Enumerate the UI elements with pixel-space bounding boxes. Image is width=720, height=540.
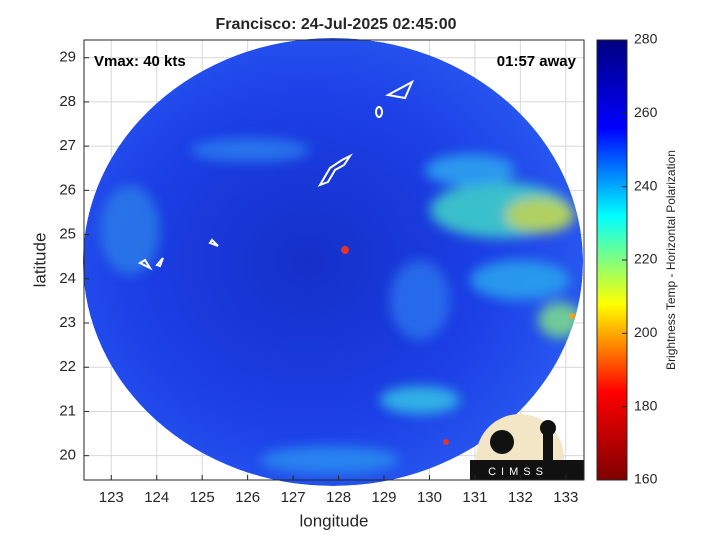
x-tick-label: 124 <box>144 489 169 506</box>
brightness-image <box>83 38 583 486</box>
y-tick-label: 25 <box>59 226 76 243</box>
x-tick-label: 127 <box>281 489 306 506</box>
chart-title: Francisco: 24-Jul-2025 02:45:00 <box>215 16 456 33</box>
y-tick-label: 20 <box>59 447 76 464</box>
logo: CIMSS <box>470 414 584 480</box>
x-tick-label: 133 <box>553 489 578 506</box>
colorbar-tick-label: 240 <box>634 177 658 193</box>
y-tick-label: 29 <box>59 49 76 66</box>
x-tick-label: 125 <box>190 489 215 506</box>
y-tick-label: 21 <box>59 402 76 419</box>
x-tick-label: 129 <box>371 489 396 506</box>
y-tick-label: 26 <box>59 181 76 198</box>
x-tick-label: 126 <box>235 489 260 506</box>
plot-frame <box>83 39 585 481</box>
colorbar-tick-label: 180 <box>634 397 658 413</box>
colorbar-tick-label: 200 <box>634 324 658 340</box>
colorbar-label: Brightness Temp - Horizontal Polarizatio… <box>664 150 678 370</box>
x-tick-label: 130 <box>417 489 442 506</box>
y-tick-label: 23 <box>59 314 76 331</box>
y-tick-label: 24 <box>59 270 76 287</box>
colorbar-tick-label: 280 <box>634 31 658 47</box>
colorbar-tick-label: 160 <box>634 471 658 487</box>
x-tick-label: 131 <box>462 489 487 506</box>
y-tick-label: 28 <box>59 93 76 110</box>
x-axis-label: longitude <box>299 511 368 530</box>
colorbar-tick-label: 260 <box>634 104 658 120</box>
logo-text: CIMSS <box>488 466 548 478</box>
colorbar-tick-label: 220 <box>634 251 658 267</box>
y-tick-label: 27 <box>59 137 76 154</box>
annotation: 01:57 away <box>497 53 577 70</box>
x-tick-label: 123 <box>99 489 124 506</box>
y-axis-label: latitude <box>30 233 49 288</box>
y-tick-label: 22 <box>59 358 76 375</box>
coastlines <box>137 79 415 271</box>
x-tick-label: 128 <box>326 489 351 506</box>
annotation: Vmax: 40 kts <box>94 53 186 70</box>
x-tick-label: 132 <box>508 489 533 506</box>
